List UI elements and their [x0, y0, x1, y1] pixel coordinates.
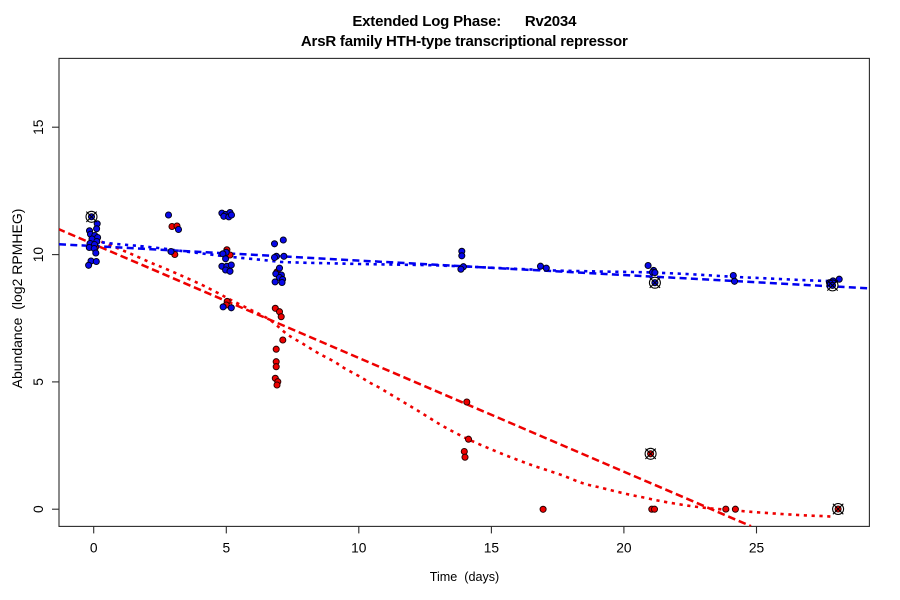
svg-text:5: 5	[31, 378, 46, 386]
svg-text:ArsR family HTH-type transcrip: ArsR family HTH-type transcriptional rep…	[301, 33, 628, 50]
svg-text:0: 0	[90, 541, 98, 556]
svg-text:0: 0	[31, 505, 46, 513]
svg-text:Extended Log Phase: Rv203: Extended Log Phase: Rv2034	[352, 13, 577, 30]
svg-text:10: 10	[31, 247, 46, 263]
svg-text:15: 15	[31, 119, 46, 135]
svg-text:15: 15	[484, 541, 500, 556]
svg-text:5: 5	[222, 541, 230, 556]
svg-text:Time (days): Time (days)	[430, 570, 500, 584]
svg-text:Abundance (log2 RPMHEG): Abundance (log2 RPMHEG)	[9, 209, 25, 389]
svg-text:10: 10	[351, 541, 367, 556]
svg-text:25: 25	[749, 541, 765, 556]
svg-text:20: 20	[616, 541, 632, 556]
